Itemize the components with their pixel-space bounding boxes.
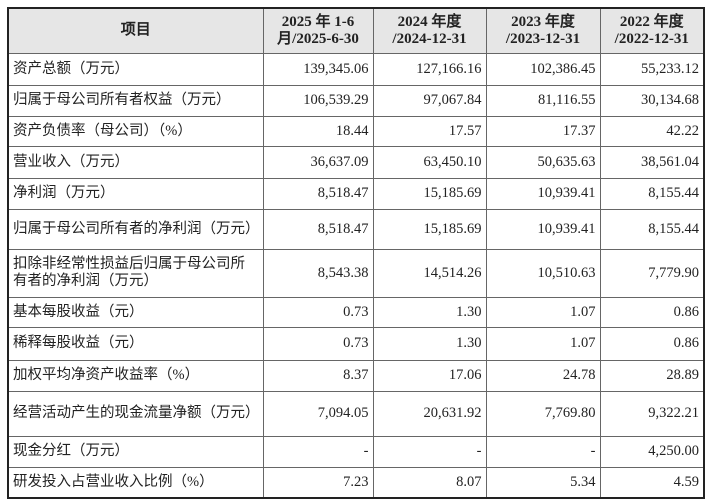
table-row: 经营活动产生的现金流量净额（万元） 7,094.05 20,631.92 7,769.… xyxy=(7,390,705,437)
cell-value: - xyxy=(485,435,601,468)
cell-value: 24.78 xyxy=(485,359,601,392)
cell-value: 7,779.90 xyxy=(599,248,705,298)
cell-value: 5.34 xyxy=(485,466,601,499)
cell-value: 63,450.10 xyxy=(372,145,487,179)
table-row: 营业收入（万元） 36,637.09 63,450.10 50,635.63 38,56… xyxy=(7,145,705,179)
cell-value: 0.86 xyxy=(599,296,705,328)
cell-value: 10,510.63 xyxy=(485,248,601,298)
cell-value: 20,631.92 xyxy=(372,390,487,437)
cell-value: 17.06 xyxy=(372,359,487,392)
cell-value: 18.44 xyxy=(262,115,374,147)
cell-value: 0.73 xyxy=(262,296,374,328)
cell-value: 0.86 xyxy=(599,326,705,361)
cell-value: 10,939.41 xyxy=(485,208,601,250)
cell-value: 42.22 xyxy=(599,115,705,147)
cell-value: 81,116.55 xyxy=(485,84,601,117)
cell-value: 97,067.84 xyxy=(372,84,487,117)
row-label: 归属于母公司所有者的净利润（万元） xyxy=(7,208,264,250)
cell-value: 50,635.63 xyxy=(485,145,601,179)
table-row: 基本每股收益（元） 0.73 1.30 1.07 0.86 xyxy=(7,296,705,328)
header-text: 2025 年 1-6 xyxy=(281,13,355,30)
cell-value: 8,543.38 xyxy=(262,248,374,298)
header-text: /2024-12-31 xyxy=(392,30,467,47)
cell-value: 55,233.12 xyxy=(599,52,705,86)
row-label: 经营活动产生的现金流量净额（万元） xyxy=(7,390,264,437)
row-label: 现金分红（万元） xyxy=(7,435,264,468)
cell-value: 8,155.44 xyxy=(599,177,705,210)
cell-value: 28.89 xyxy=(599,359,705,392)
cell-value: 7,094.05 xyxy=(262,390,374,437)
table-row: 资产总额（万元） 139,345.06 127,166.16 102,386.45 55… xyxy=(7,52,705,86)
cell-value: 30,134.68 xyxy=(599,84,705,117)
row-label: 资产负债率（母公司）（%） xyxy=(7,115,264,147)
cell-value: 36,637.09 xyxy=(262,145,374,179)
cell-value: 8,518.47 xyxy=(262,208,374,250)
cell-value: 14,514.26 xyxy=(372,248,487,298)
cell-value: 15,185.69 xyxy=(372,208,487,250)
cell-value: 8,518.47 xyxy=(262,177,374,210)
header-period: 2025 年 1-6 月/2025-6-30 xyxy=(262,7,374,54)
cell-value: 4,250.00 xyxy=(599,435,705,468)
cell-value: 102,386.45 xyxy=(485,52,601,86)
row-label: 净利润（万元） xyxy=(7,177,264,210)
cell-value: 127,166.16 xyxy=(372,52,487,86)
table-row: 资产负债率（母公司）（%） 18.44 17.57 17.37 42.22 xyxy=(7,115,705,147)
row-label: 扣除非经常性损益后归属于母公司所有者的净利润（万元） xyxy=(7,248,264,298)
cell-value: 0.73 xyxy=(262,326,374,361)
cell-value: 1.30 xyxy=(372,326,487,361)
cell-value: 17.57 xyxy=(372,115,487,147)
cell-value: 8.37 xyxy=(262,359,374,392)
header-item: 项目 xyxy=(7,7,264,54)
header-period: 2022 年度/2022-12-31 xyxy=(599,7,705,54)
cell-value: 7,769.80 xyxy=(485,390,601,437)
cell-value: 1.07 xyxy=(485,296,601,328)
table-row: 研发投入占营业收入比例（%） 7.23 8.07 5.34 4.59 xyxy=(7,466,705,499)
cell-value: 8.07 xyxy=(372,466,487,499)
cell-value: 8,155.44 xyxy=(599,208,705,250)
cell-value: 15,185.69 xyxy=(372,177,487,210)
row-label: 资产总额（万元） xyxy=(7,52,264,86)
header-text: 2023 年度 xyxy=(511,13,575,30)
cell-value: 1.07 xyxy=(485,326,601,361)
cell-value: 17.37 xyxy=(485,115,601,147)
row-label: 归属于母公司所有者权益（万元） xyxy=(7,84,264,117)
cell-value: 4.59 xyxy=(599,466,705,499)
cell-value: - xyxy=(372,435,487,468)
header-text: /2023-12-31 xyxy=(505,30,581,47)
table-row: 归属于母公司所有者权益（万元） 106,539.29 97,067.84 81,116… xyxy=(7,84,705,117)
table-row: 扣除非经常性损益后归属于母公司所有者的净利润（万元） 8,543.38 14,514… xyxy=(7,248,705,298)
cell-value: 1.30 xyxy=(372,296,487,328)
header-period: 2024 年度/2024-12-31 xyxy=(372,7,487,54)
header-period: 2023 年度/2023-12-31 xyxy=(485,7,601,54)
row-label: 营业收入（万元） xyxy=(7,145,264,179)
table-row: 现金分红（万元） - - -4,250.00 xyxy=(7,435,705,468)
cell-value: 139,345.06 xyxy=(262,52,374,86)
table-row: 归属于母公司所有者的净利润（万元） 8,518.47 15,185.69 10,939… xyxy=(7,208,705,250)
header-text: 2024 年度 xyxy=(397,13,462,30)
row-label: 稀释每股收益（元） xyxy=(7,326,264,361)
header-text: /2022-12-31 xyxy=(614,30,689,47)
header-text: 项目 xyxy=(120,22,151,39)
cell-value: - xyxy=(262,435,374,468)
cell-value: 9,322.21 xyxy=(599,390,705,437)
cell-value: 38,561.04 xyxy=(599,145,705,179)
cell-value: 10,939.41 xyxy=(485,177,601,210)
row-label: 加权平均净资产收益率（%） xyxy=(7,359,264,392)
header-text: 月/2025-6-30 xyxy=(277,30,359,47)
financial-data-table: 项目 2025 年 1-6 月/2025-6-30 2024 年度/2024-12-3… xyxy=(7,7,705,499)
cell-value: 106,539.29 xyxy=(262,84,374,117)
table-row: 净利润（万元） 8,518.47 15,185.69 10,939.41 8,155.4… xyxy=(7,177,705,210)
header-row: 项目 2025 年 1-6 月/2025-6-30 2024 年度/2024-12-3… xyxy=(7,7,705,54)
table-row: 稀释每股收益（元） 0.73 1.30 1.07 0.86 xyxy=(7,326,705,361)
header-text: 2022 年度 xyxy=(619,13,684,30)
table-row: 加权平均净资产收益率（%） 8.37 17.06 24.78 28.89 xyxy=(7,359,705,392)
row-label: 基本每股收益（元） xyxy=(7,296,264,328)
row-label: 研发投入占营业收入比例（%） xyxy=(7,466,264,499)
cell-value: 7.23 xyxy=(262,466,374,499)
